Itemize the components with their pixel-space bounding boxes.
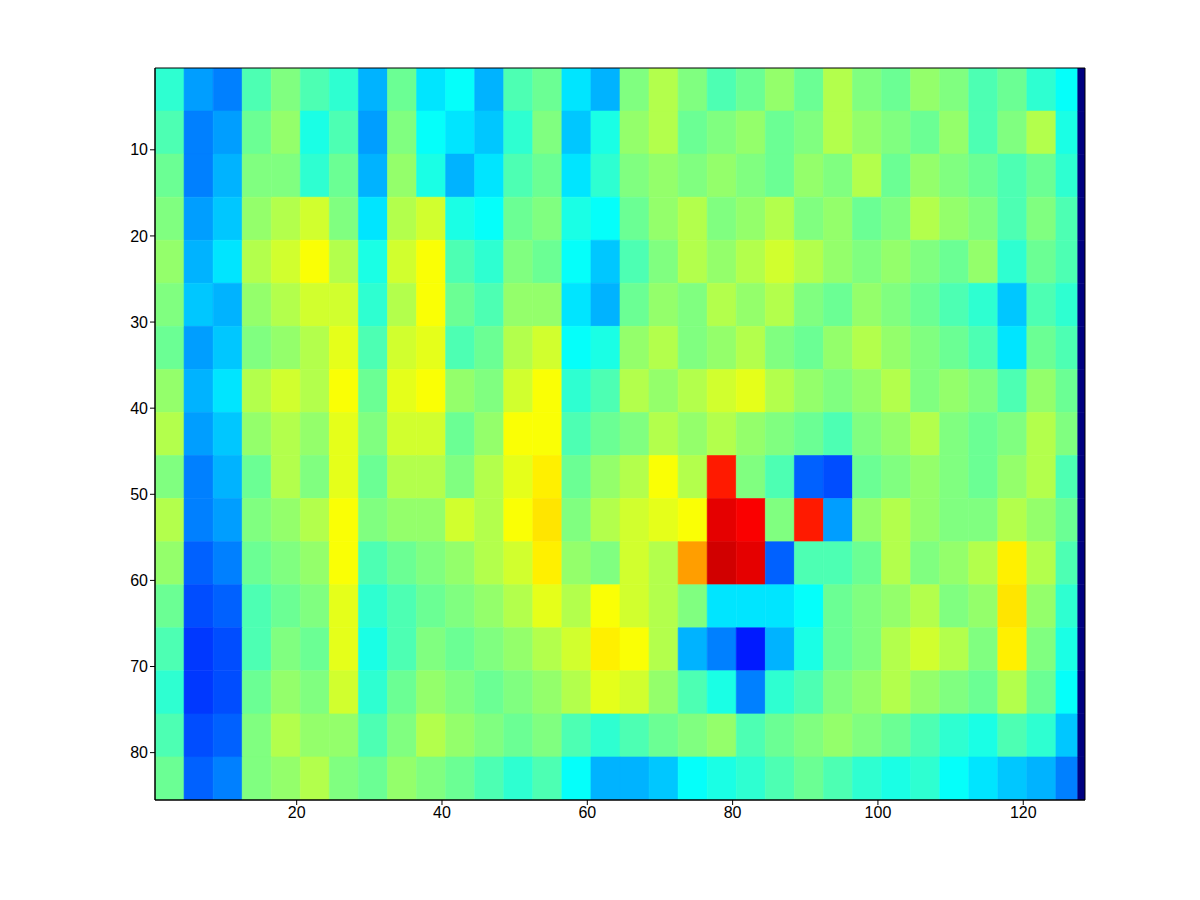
svg-text:30: 30 <box>130 314 148 331</box>
svg-text:40: 40 <box>130 400 148 417</box>
svg-text:100: 100 <box>865 804 892 821</box>
svg-text:80: 80 <box>724 804 742 821</box>
svg-text:120: 120 <box>1010 804 1037 821</box>
svg-text:60: 60 <box>130 572 148 589</box>
svg-text:80: 80 <box>130 744 148 761</box>
svg-text:50: 50 <box>130 486 148 503</box>
svg-text:20: 20 <box>288 804 306 821</box>
svg-text:10: 10 <box>130 141 148 158</box>
svg-text:20: 20 <box>130 228 148 245</box>
svg-text:60: 60 <box>578 804 596 821</box>
svg-text:40: 40 <box>433 804 451 821</box>
svg-text:70: 70 <box>130 658 148 675</box>
